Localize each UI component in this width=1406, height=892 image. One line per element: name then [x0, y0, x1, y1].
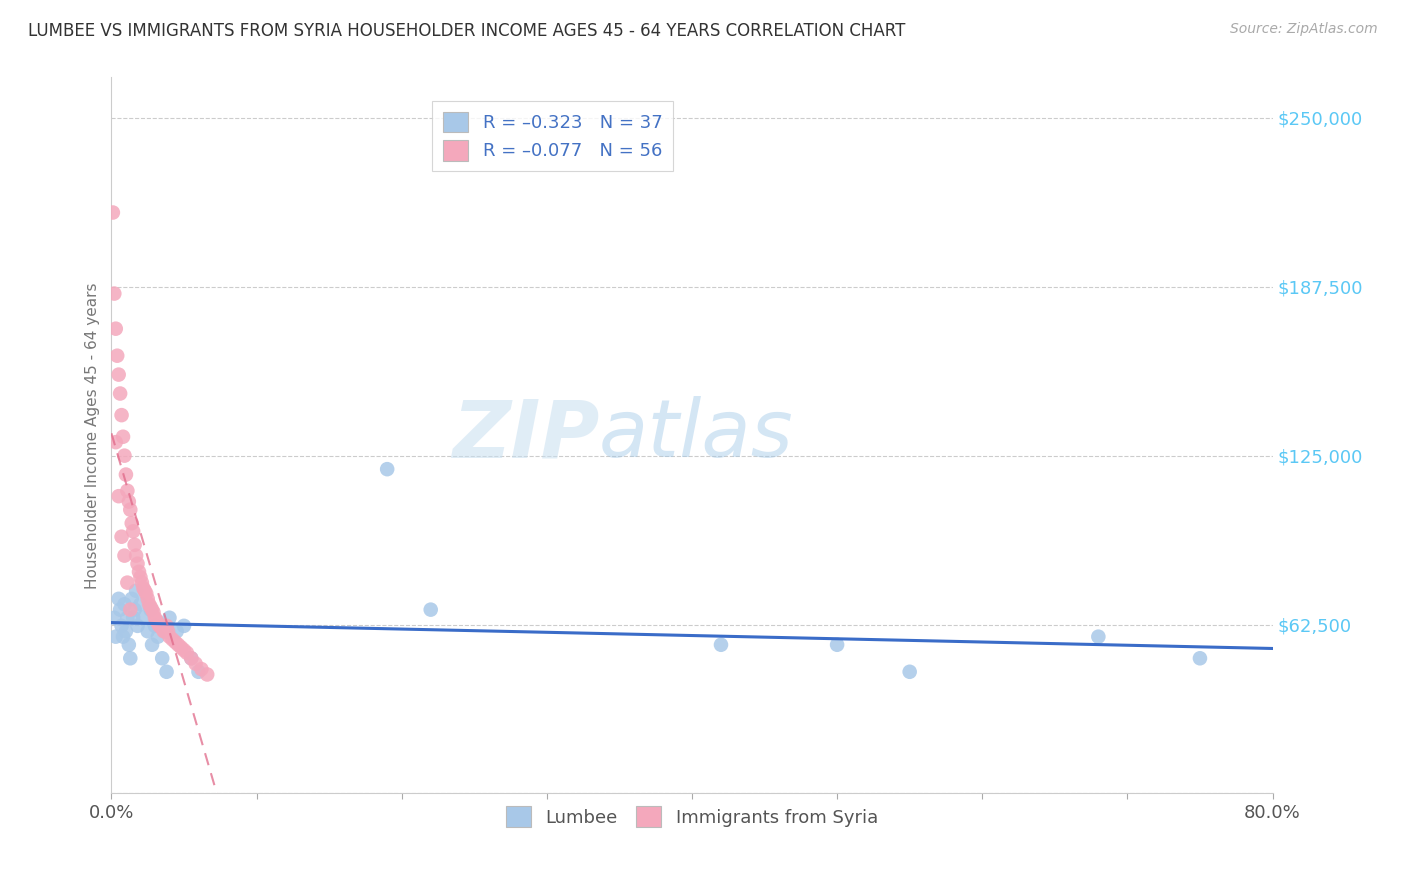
Point	[152, 624, 174, 639]
Point	[105, 349, 128, 363]
Point	[110, 530, 132, 544]
Point	[114, 597, 136, 611]
Point	[176, 646, 198, 660]
Point	[141, 638, 163, 652]
Point	[155, 665, 177, 679]
Point	[150, 622, 173, 636]
Legend: Lumbee, Immigrants from Syria: Lumbee, Immigrants from Syria	[499, 799, 886, 834]
Point	[142, 605, 165, 619]
Point	[118, 494, 141, 508]
Point	[190, 662, 212, 676]
Point	[166, 624, 188, 639]
Y-axis label: Householder Income Ages 45 - 64 years: Householder Income Ages 45 - 64 years	[86, 282, 100, 589]
Point	[107, 489, 129, 503]
Point	[187, 665, 209, 679]
Point	[138, 597, 160, 611]
Point	[131, 575, 153, 590]
Point	[121, 516, 143, 531]
Point	[1087, 630, 1109, 644]
Point	[117, 483, 139, 498]
Point	[159, 611, 181, 625]
Point	[155, 619, 177, 633]
Point	[132, 581, 155, 595]
Point	[135, 586, 157, 600]
Point	[143, 611, 166, 625]
Point	[146, 630, 169, 644]
Point	[110, 619, 132, 633]
Point	[111, 430, 134, 444]
Point	[101, 205, 124, 219]
Point	[111, 630, 134, 644]
Point	[104, 630, 127, 644]
Point	[103, 611, 125, 625]
Point	[180, 651, 202, 665]
Point	[122, 524, 145, 539]
Point	[180, 651, 202, 665]
Point	[114, 549, 136, 563]
Point	[375, 462, 398, 476]
Point	[115, 467, 138, 482]
Text: atlas: atlas	[599, 396, 794, 475]
Point	[148, 619, 170, 633]
Point	[898, 665, 921, 679]
Point	[1188, 651, 1211, 665]
Point	[120, 651, 142, 665]
Point	[120, 502, 142, 516]
Point	[120, 602, 142, 616]
Point	[136, 624, 159, 639]
Point	[107, 591, 129, 606]
Point	[146, 616, 169, 631]
Point	[159, 630, 181, 644]
Point	[125, 549, 148, 563]
Point	[143, 619, 166, 633]
Point	[149, 619, 172, 633]
Point	[124, 538, 146, 552]
Point	[141, 602, 163, 616]
Point	[108, 386, 131, 401]
Point	[139, 599, 162, 614]
Point	[156, 624, 179, 639]
Point	[117, 611, 139, 625]
Text: ZIP: ZIP	[451, 396, 599, 475]
Point	[132, 611, 155, 625]
Point	[103, 286, 125, 301]
Point	[117, 575, 139, 590]
Point	[115, 624, 138, 639]
Point	[162, 632, 184, 647]
Point	[150, 651, 173, 665]
Point	[129, 597, 152, 611]
Point	[121, 591, 143, 606]
Point	[108, 602, 131, 616]
Text: LUMBEE VS IMMIGRANTS FROM SYRIA HOUSEHOLDER INCOME AGES 45 - 64 YEARS CORRELATIO: LUMBEE VS IMMIGRANTS FROM SYRIA HOUSEHOL…	[28, 22, 905, 40]
Point	[173, 643, 195, 657]
Point	[127, 619, 149, 633]
Point	[107, 368, 129, 382]
Point	[195, 667, 218, 681]
Point	[170, 640, 193, 655]
Point	[710, 638, 733, 652]
Point	[118, 638, 141, 652]
Point	[104, 435, 127, 450]
Point	[165, 635, 187, 649]
Point	[153, 624, 176, 639]
Point	[419, 602, 441, 616]
Point	[127, 557, 149, 571]
Point	[124, 602, 146, 616]
Point	[145, 614, 167, 628]
Point	[825, 638, 848, 652]
Point	[173, 619, 195, 633]
Point	[167, 638, 190, 652]
Point	[134, 583, 156, 598]
Text: Source: ZipAtlas.com: Source: ZipAtlas.com	[1230, 22, 1378, 37]
Point	[139, 602, 162, 616]
Point	[122, 611, 145, 625]
Point	[136, 591, 159, 606]
Point	[184, 657, 207, 671]
Point	[104, 321, 127, 335]
Point	[110, 408, 132, 422]
Point	[128, 565, 150, 579]
Point	[125, 583, 148, 598]
Point	[114, 449, 136, 463]
Point	[129, 570, 152, 584]
